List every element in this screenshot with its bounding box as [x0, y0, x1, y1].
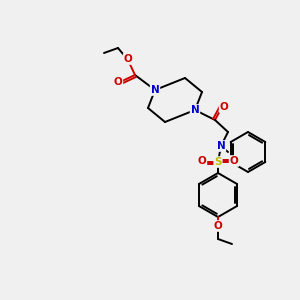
- Text: N: N: [151, 85, 159, 95]
- Text: N: N: [190, 105, 200, 115]
- Text: O: O: [214, 221, 222, 231]
- Text: S: S: [214, 157, 222, 167]
- Text: N: N: [217, 141, 225, 151]
- Text: O: O: [124, 54, 132, 64]
- Text: O: O: [230, 156, 238, 166]
- Text: O: O: [220, 102, 228, 112]
- Text: O: O: [198, 156, 206, 166]
- Text: O: O: [114, 77, 122, 87]
